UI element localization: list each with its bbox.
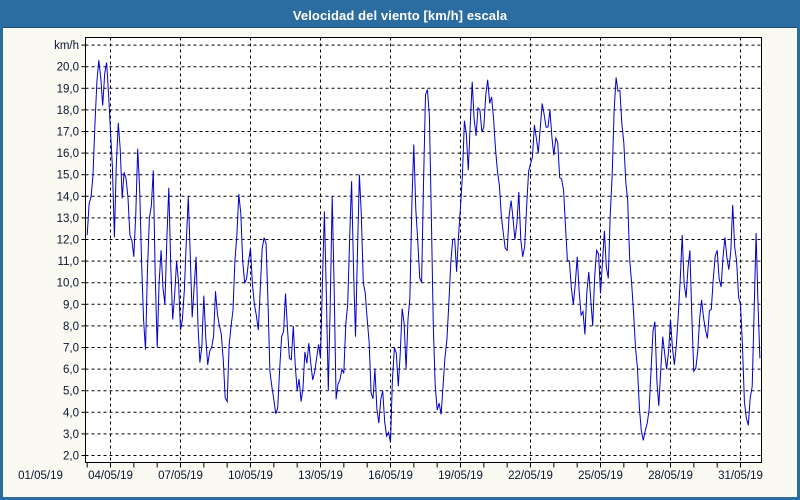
x-tick-label: 25/05/19 (578, 470, 623, 482)
y-tick-label: 7,0 (63, 343, 79, 355)
wind-speed-series-line (86, 60, 761, 443)
x-tick-label: 10/05/19 (228, 470, 273, 482)
x-tick-label: 28/05/19 (648, 470, 693, 482)
y-tick-label: 14,0 (57, 191, 79, 203)
x-tick-label: 01/05/19 (18, 470, 63, 482)
title-bar: Velocidad del viento [km/h] escala (3, 3, 797, 28)
y-tick-label: 6,0 (63, 364, 79, 376)
plot-area (85, 37, 762, 463)
y-tick-label: 10,0 (57, 278, 79, 290)
plot-frame (85, 37, 762, 463)
y-tick-label: 13,0 (57, 213, 79, 225)
x-tick-label: 04/05/19 (88, 470, 133, 482)
y-tick-label: 9,0 (63, 299, 79, 311)
y-tick-label: 15,0 (57, 170, 79, 182)
chart-title: Velocidad del viento [km/h] escala (292, 7, 508, 23)
x-tick-label: 31/05/19 (718, 470, 763, 482)
x-tick-label: 13/05/19 (298, 470, 343, 482)
y-tick-label: 4,0 (63, 407, 79, 419)
y-tick-label: 2,0 (63, 451, 79, 463)
y-tick-label: 12,0 (57, 235, 79, 247)
x-tick-label: 07/05/19 (158, 470, 203, 482)
y-axis-unit-label: km/h (54, 40, 79, 52)
y-tick-label: 3,0 (63, 429, 79, 441)
y-tick-label: 17,0 (57, 127, 79, 139)
y-tick-label: 19,0 (57, 83, 79, 95)
y-tick-label: 18,0 (57, 105, 79, 117)
x-tick-label: 22/05/19 (508, 470, 553, 482)
y-tick-label: 16,0 (57, 148, 79, 160)
y-tick-label: 11,0 (57, 256, 79, 268)
x-tick-label: 19/05/19 (438, 470, 483, 482)
y-tick-label: 20,0 (57, 62, 79, 74)
y-tick-label: 8,0 (63, 321, 79, 333)
x-tick-label: 16/05/19 (368, 470, 413, 482)
y-tick-label: 5,0 (63, 386, 79, 398)
